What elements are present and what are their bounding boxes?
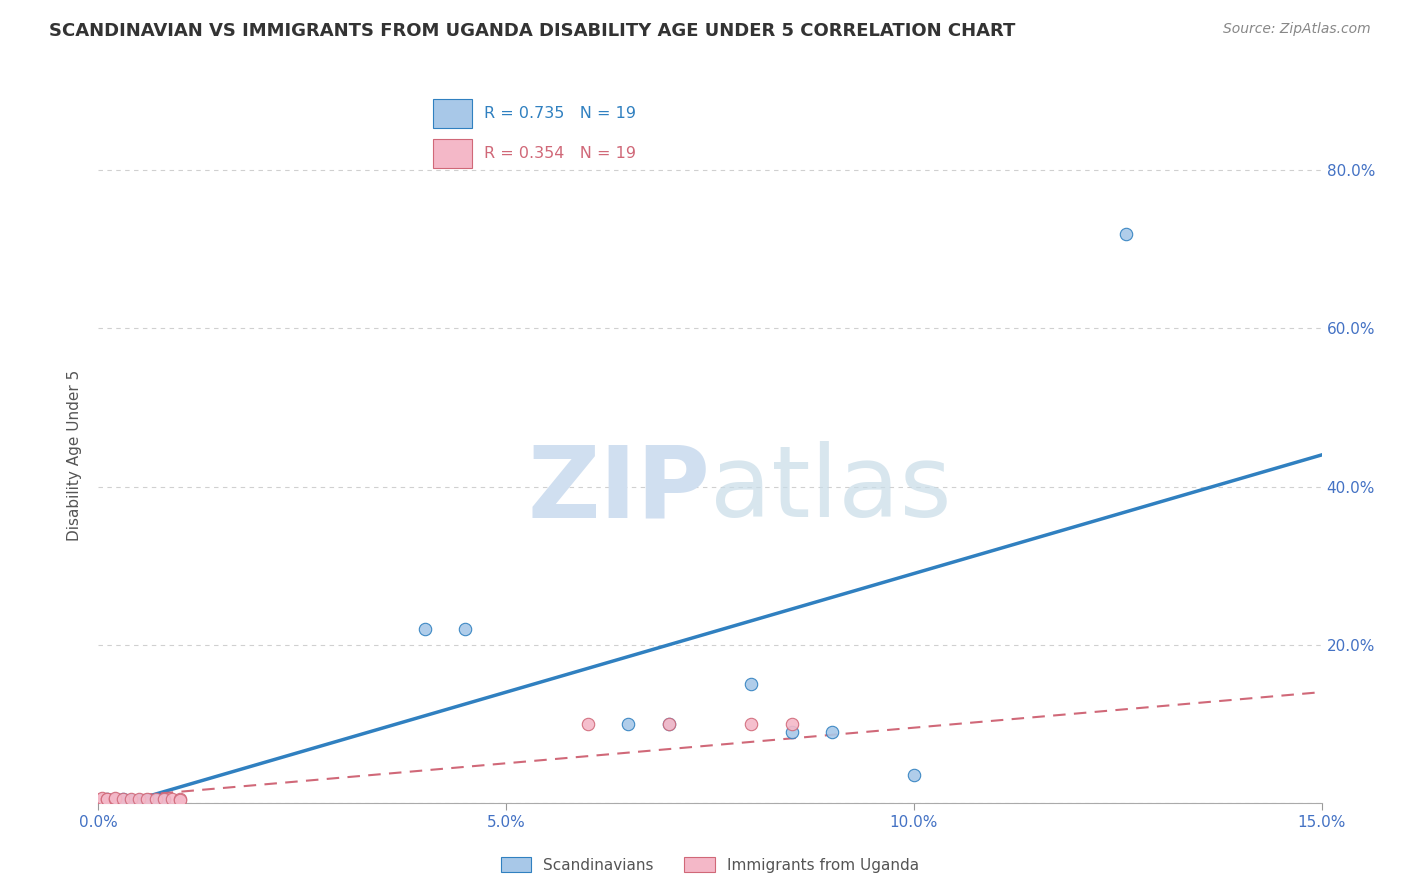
Point	[780, 716, 803, 731]
Point	[120, 793, 142, 807]
Point	[821, 724, 844, 739]
FancyBboxPatch shape	[433, 99, 472, 128]
Point	[454, 622, 477, 636]
Point	[104, 791, 127, 805]
Point	[104, 792, 127, 806]
Text: atlas: atlas	[710, 442, 952, 538]
Point	[111, 793, 134, 807]
Text: R = 0.735   N = 19: R = 0.735 N = 19	[484, 106, 636, 120]
Point	[658, 716, 681, 731]
Point	[145, 792, 167, 806]
Point	[740, 677, 762, 691]
Text: Source: ZipAtlas.com: Source: ZipAtlas.com	[1223, 22, 1371, 37]
Point	[169, 792, 191, 806]
Y-axis label: Disability Age Under 5: Disability Age Under 5	[67, 369, 83, 541]
Point	[128, 792, 150, 806]
Point	[96, 792, 118, 806]
Text: ZIP: ZIP	[527, 442, 710, 538]
Point	[90, 792, 112, 806]
Point	[136, 792, 159, 806]
FancyBboxPatch shape	[433, 139, 472, 168]
Point	[413, 622, 436, 636]
Point	[658, 716, 681, 731]
Point	[91, 791, 114, 805]
Point	[780, 724, 803, 739]
Point	[96, 792, 118, 806]
Point	[136, 793, 159, 807]
Point	[104, 792, 127, 806]
Point	[128, 792, 150, 806]
Point	[111, 792, 134, 806]
Legend: Scandinavians, Immigrants from Uganda: Scandinavians, Immigrants from Uganda	[495, 850, 925, 879]
Point	[120, 792, 142, 806]
Point	[152, 792, 174, 806]
Point	[576, 716, 599, 731]
Point	[104, 792, 127, 806]
Text: SCANDINAVIAN VS IMMIGRANTS FROM UGANDA DISABILITY AGE UNDER 5 CORRELATION CHART: SCANDINAVIAN VS IMMIGRANTS FROM UGANDA D…	[49, 22, 1015, 40]
Text: R = 0.354   N = 19: R = 0.354 N = 19	[484, 146, 636, 161]
Point	[617, 716, 640, 731]
Point	[740, 716, 762, 731]
Point	[145, 792, 167, 806]
Point	[152, 793, 174, 807]
Point	[160, 792, 183, 806]
Point	[1115, 227, 1137, 241]
Point	[96, 792, 118, 806]
Point	[111, 792, 134, 806]
Point	[903, 768, 925, 782]
Point	[169, 792, 191, 806]
